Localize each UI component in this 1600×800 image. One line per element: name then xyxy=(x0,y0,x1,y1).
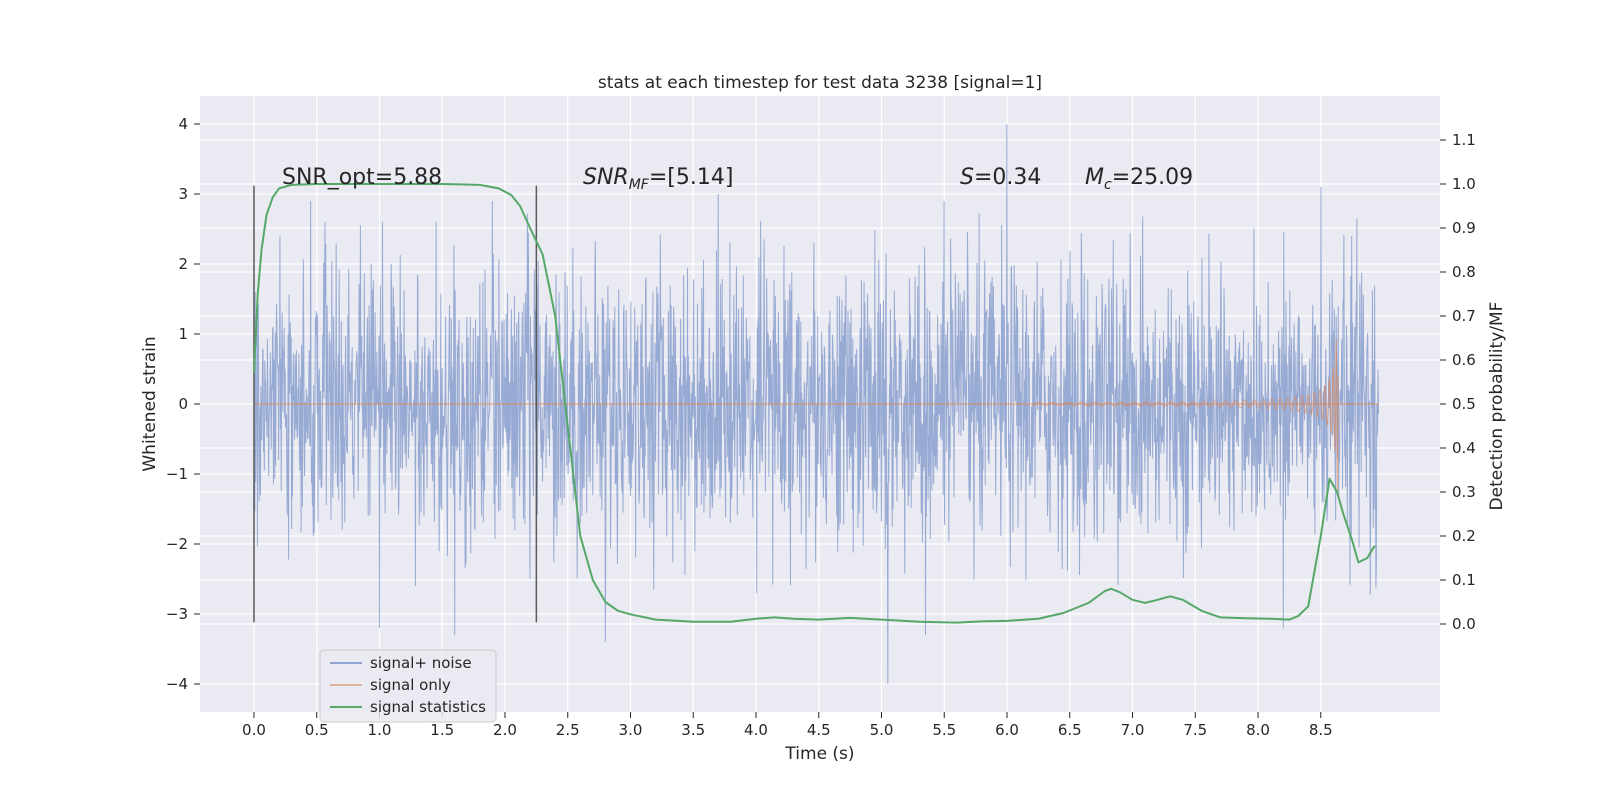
left-y-tick-label: −3 xyxy=(166,605,188,623)
right-y-tick-label: 0.5 xyxy=(1452,395,1476,413)
left-y-tick-label: −4 xyxy=(166,675,188,693)
x-tick-label: 5.0 xyxy=(870,721,894,739)
right-y-tick-label: 1.1 xyxy=(1452,131,1476,149)
left-y-tick-label: 3 xyxy=(178,185,188,203)
right-y-tick-label: 0.6 xyxy=(1452,351,1476,369)
x-tick-label: 6.0 xyxy=(995,721,1019,739)
snr-mf-subscript: MF xyxy=(629,177,650,193)
x-tick-label: 6.5 xyxy=(1058,721,1082,739)
x-tick-label: 1.0 xyxy=(368,721,392,739)
x-axis-label: Time (s) xyxy=(784,744,854,764)
legend-label-noise: signal+ noise xyxy=(370,654,472,672)
x-tick-label: 4.5 xyxy=(807,721,831,739)
right-y-tick-label: 0.7 xyxy=(1452,307,1476,325)
mc-subscript: c xyxy=(1104,177,1112,193)
right-y-tick-labels: 0.0 0.1 0.2 0.3 0.4 0.5 0.6 0.7 0.8 0.9 1.0 1.1 xyxy=(1440,131,1476,633)
right-y-tick-label: 0.1 xyxy=(1452,571,1476,589)
right-y-tick-label: 0.2 xyxy=(1452,527,1476,545)
signal-chirp xyxy=(1031,339,1340,493)
right-y-tick-label: 0.4 xyxy=(1452,439,1476,457)
x-tick-label: 3.0 xyxy=(619,721,643,739)
left-y-tick-label: 4 xyxy=(178,115,188,133)
right-y-tick-label: 0.3 xyxy=(1452,483,1476,501)
x-tick-label: 7.0 xyxy=(1121,721,1145,739)
x-tick-label: 8.5 xyxy=(1309,721,1333,739)
left-y-tick-label: −2 xyxy=(166,535,188,553)
right-y-axis-label: Detection probability/MF xyxy=(1487,302,1507,511)
x-tick-label: 7.5 xyxy=(1183,721,1207,739)
left-y-tick-labels: −4 −3 −2 −1 0 1 2 3 4 xyxy=(166,115,200,693)
left-y-tick-label: −1 xyxy=(166,465,188,483)
left-y-tick-label: 1 xyxy=(178,325,188,343)
chart-title: stats at each timestep for test data 323… xyxy=(598,73,1042,93)
series-signal-noise xyxy=(253,123,1379,685)
x-tick-label: 1.5 xyxy=(430,721,454,739)
right-y-tick-label: 1.0 xyxy=(1452,175,1476,193)
left-y-tick-label: 0 xyxy=(178,395,188,413)
annotation-mc: Mc=25.09 xyxy=(1085,165,1193,193)
x-tick-label: 2.5 xyxy=(556,721,580,739)
x-tick-label: 0.5 xyxy=(305,721,329,739)
x-tick-label: 4.0 xyxy=(744,721,768,739)
snr-mf-symbol: SNR xyxy=(583,165,629,190)
legend-box xyxy=(319,649,497,723)
right-y-tick-label: 0.8 xyxy=(1452,263,1476,281)
x-tick-label: 8.0 xyxy=(1246,721,1270,739)
left-y-axis-label: Whitened strain xyxy=(140,336,160,471)
left-y-tick-label: 2 xyxy=(178,255,188,273)
annotation-snr-opt: SNR_opt=5.88 xyxy=(282,165,442,190)
noise-trace xyxy=(253,123,1379,685)
mc-symbol: M xyxy=(1085,165,1104,190)
legend-label-stats: signal statistics xyxy=(370,698,486,716)
s-value: =0.34 xyxy=(974,165,1041,190)
snr-mf-value: =[5.14] xyxy=(649,165,734,190)
x-tick-label: 3.5 xyxy=(681,721,705,739)
x-tick-label: 2.0 xyxy=(493,721,517,739)
annotation-snr-mf: SNRMF=[5.14] xyxy=(583,165,733,193)
legend-label-signal: signal only xyxy=(370,676,451,694)
right-y-tick-label: 0.0 xyxy=(1452,615,1476,633)
x-tick-label: 5.5 xyxy=(932,721,956,739)
series-signal-statistics xyxy=(252,183,1376,624)
x-tick-label: 0.0 xyxy=(242,721,266,739)
mc-value: =25.09 xyxy=(1112,165,1193,190)
series-signal-only xyxy=(253,339,1379,493)
annotation-s: S=0.34 xyxy=(960,165,1041,190)
x-tick-labels: 0.0 0.5 1.0 1.5 2.0 2.5 3.0 3.5 4.0 4.5 5.0 5.5 6.0 6… xyxy=(242,712,1333,739)
vertical-markers xyxy=(253,185,538,623)
stats-line xyxy=(252,183,1376,624)
right-y-tick-label: 0.9 xyxy=(1452,219,1476,237)
legend: signal+ noise signal only signal statist… xyxy=(319,649,497,723)
s-symbol: S xyxy=(960,165,974,190)
